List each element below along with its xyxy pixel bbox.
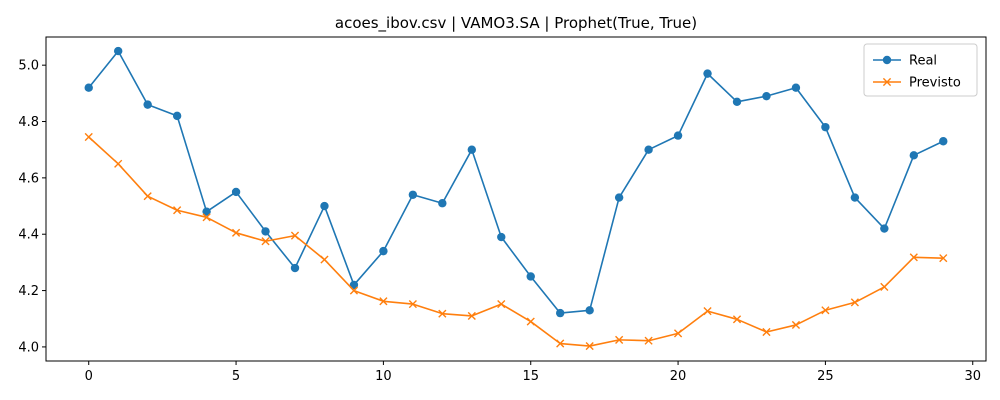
legend-box <box>863 43 978 97</box>
data-point-previsto <box>880 282 889 291</box>
data-point-real <box>939 137 948 146</box>
data-point-previsto <box>939 254 948 263</box>
data-point-previsto <box>762 327 771 337</box>
data-point-previsto <box>261 237 270 246</box>
series-real <box>84 46 948 318</box>
data-point-previsto <box>497 299 506 309</box>
x-tick-label: 20 <box>670 369 687 384</box>
data-point-previsto <box>556 339 565 348</box>
y-tick-label: 4.8 <box>18 115 39 130</box>
data-point-previsto <box>821 306 830 315</box>
data-point-real <box>791 83 801 92</box>
data-point-previsto <box>202 213 211 222</box>
series-previsto <box>84 132 948 351</box>
legend-label-previsto: Previsto <box>909 76 961 91</box>
data-point-real <box>909 151 919 160</box>
y-tick-label: 4.6 <box>18 171 39 186</box>
legend-label-real: Real <box>909 54 937 69</box>
chart-title: acoes_ibov.csv | VAMO3.SA | Prophet(True… <box>335 14 697 33</box>
x-axis: 0 5 10 15 20 25 30 <box>85 361 981 384</box>
x-tick-label: 15 <box>522 369 539 384</box>
y-tick-label: 4.0 <box>18 340 39 355</box>
series-line-real <box>88 50 944 314</box>
data-point-previsto <box>585 341 594 351</box>
data-point-real <box>231 187 241 197</box>
data-point-real <box>143 100 152 109</box>
data-point-real <box>880 224 889 233</box>
data-point-real <box>467 145 476 154</box>
data-point-real <box>644 145 653 154</box>
data-point-previsto <box>379 297 388 306</box>
data-point-previsto <box>467 311 476 321</box>
data-point-previsto <box>173 206 182 215</box>
data-point-previsto <box>143 192 152 201</box>
data-point-real <box>290 263 300 273</box>
plot-frame <box>45 36 987 362</box>
data-point-real <box>526 272 535 281</box>
data-point-real <box>585 306 594 315</box>
y-tick-label: 5.0 <box>18 59 39 74</box>
data-point-previsto <box>84 132 93 142</box>
data-point-real <box>261 227 270 236</box>
legend: Real Previsto <box>863 43 978 97</box>
data-point-previsto <box>673 329 683 338</box>
data-point-previsto <box>850 298 859 307</box>
legend-marker-real <box>882 55 892 65</box>
data-point-real <box>84 83 93 92</box>
data-point-real <box>320 201 329 211</box>
data-point-previsto <box>408 299 417 309</box>
x-tick-label: 5 <box>232 369 240 384</box>
data-point-real <box>673 131 683 140</box>
y-tick-label: 4.2 <box>18 284 39 299</box>
x-tick-label: 30 <box>964 369 981 384</box>
data-point-real <box>732 97 742 107</box>
data-point-real <box>850 193 860 202</box>
data-point-previsto <box>114 159 123 168</box>
data-point-previsto <box>438 309 447 318</box>
data-point-real <box>438 199 447 208</box>
data-point-real <box>408 190 418 199</box>
data-point-previsto <box>615 335 624 344</box>
data-point-previsto <box>732 315 742 324</box>
data-point-real <box>762 91 771 101</box>
data-point-previsto <box>791 320 801 330</box>
data-point-real <box>172 111 182 121</box>
data-point-previsto <box>703 307 712 316</box>
x-tick-label: 0 <box>85 369 93 384</box>
data-point-real <box>113 46 123 56</box>
data-point-real <box>497 232 506 242</box>
data-point-previsto <box>526 317 535 326</box>
data-point-previsto <box>909 253 918 262</box>
data-point-previsto <box>290 231 300 240</box>
data-point-real <box>556 308 565 318</box>
x-tick-label: 25 <box>817 369 834 384</box>
series-layer <box>84 46 948 351</box>
data-point-real <box>379 246 388 256</box>
data-point-real <box>349 280 359 290</box>
data-point-real <box>821 122 830 132</box>
data-point-real <box>202 207 211 216</box>
y-axis: 4.0 4.2 4.4 4.6 4.8 5.0 <box>18 59 46 355</box>
data-point-real <box>703 69 712 78</box>
series-line-previsto <box>88 136 944 347</box>
y-tick-label: 4.4 <box>18 228 39 243</box>
data-point-previsto <box>349 286 359 295</box>
legend-marker-previsto <box>882 77 892 87</box>
data-point-previsto <box>231 228 241 237</box>
data-point-previsto <box>320 255 329 264</box>
data-point-previsto <box>644 336 653 345</box>
data-point-real <box>614 193 624 202</box>
x-tick-label: 10 <box>375 369 392 384</box>
